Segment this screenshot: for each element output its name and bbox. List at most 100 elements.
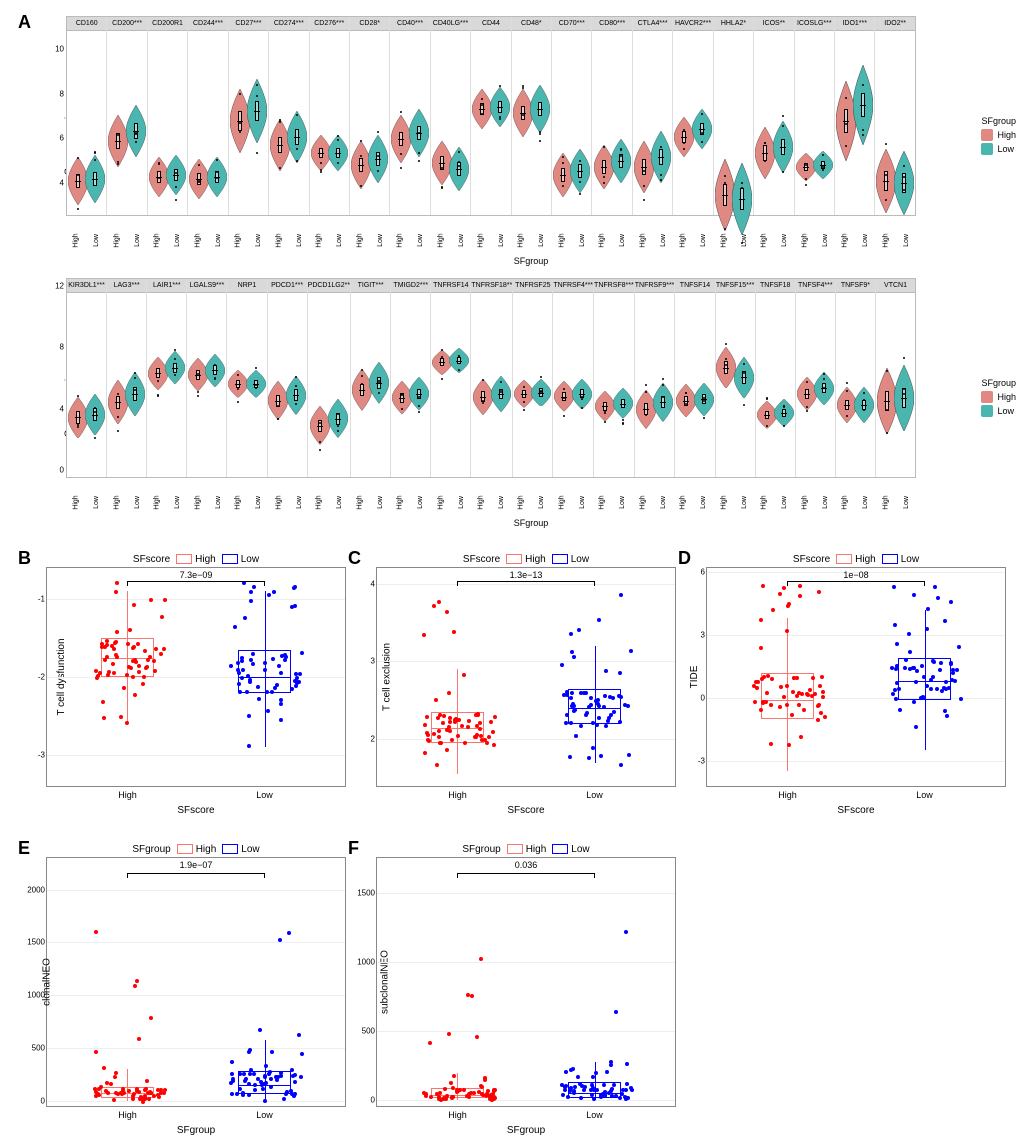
violin-facet-header: TMIGD2*** (391, 279, 430, 293)
violin-yticks-2: 04812 (52, 278, 64, 478)
legend-label-high: High (997, 130, 1016, 140)
violin-facet-header: PDCD1*** (268, 279, 307, 293)
box-panel-F: SFgroupHighLow subclonalNEO050010001500Hi… (376, 844, 676, 1134)
violin-facet: IDO2** (875, 17, 914, 215)
violin-facet-header: TNFRSF4*** (553, 279, 593, 293)
violin-facet-header: LGALS9*** (187, 279, 226, 293)
box-legend: SFscoreHighLow (46, 554, 346, 565)
violin-facet-header: PDCD1LG2** (308, 279, 350, 293)
violin-facet-header: CTLA4*** (633, 17, 672, 31)
violin-plot-area-1: CD160CD200***CD200R1CD244***CD27***CD274… (66, 16, 916, 216)
violin-row-1: Gene expression 46810 CD160CD200***CD200… (46, 16, 1016, 266)
violin-plot-area-2: KIR3DL1***LAG3***LAIR1***LGALS9***NRP1PD… (66, 278, 916, 478)
violin-xlabel-2: SFgroup (514, 518, 549, 528)
box-xlabel: SFscore (706, 805, 1006, 816)
violin-facet-header: CD200*** (107, 17, 146, 31)
violin-facet: TNFRSF8*** (594, 279, 635, 477)
violin-facet-header: TNFSF4*** (796, 279, 835, 293)
violin-row-2: Gene expression 04812 KIR3DL1***LAG3***L… (46, 278, 1016, 528)
violin-facet: CD40*** (390, 17, 430, 215)
box-panel-D: SFscoreHighLowTIDE-3036HighLow1e−08SFsco… (706, 554, 1006, 814)
box-plot-area: clonalNEO0500100015002000HighLow1.9e−07 (46, 857, 346, 1107)
violin-facet-header: IDO1*** (835, 17, 874, 31)
violin-facet-header: CD44 (471, 17, 510, 31)
violin-facet-header: TNFRSF25 (513, 279, 552, 293)
violin-facet-header: TNFSF14 (675, 279, 714, 293)
violin-facet: TNFRSF25 (513, 279, 553, 477)
violin-facet-header: CD40LG*** (431, 17, 470, 31)
violin-facet: TNFSF9* (836, 279, 876, 477)
violin-facet-header: TNFSF9* (836, 279, 875, 293)
violin-facet-header: CD28* (350, 17, 389, 31)
box-plot-area: subclonalNEO050010001500HighLow0.036 (376, 857, 676, 1107)
violin-facet: CD48* (512, 17, 552, 215)
violin-facet: TNFRSF9*** (635, 279, 676, 477)
box-xlabel: SFscore (376, 805, 676, 816)
violin-facet-header: CD27*** (229, 17, 268, 31)
violin-facet: HAVCR2*** (673, 17, 713, 215)
violin-facet: TNFSF14 (675, 279, 715, 477)
legend-title: SFgroup (981, 378, 1016, 388)
legend-swatch-high (981, 129, 993, 141)
legend-item-high: High (981, 129, 1016, 141)
violin-facet: CD274*** (269, 17, 309, 215)
violin-facet-header: LAG3*** (107, 279, 146, 293)
violin-facet: TNFRSF4*** (553, 279, 594, 477)
legend-swatch-high (981, 391, 993, 403)
panel-label-D: D (678, 548, 691, 569)
violin-facet-header: CD70*** (552, 17, 591, 31)
legend-item-low: Low (981, 143, 1016, 155)
box-plot-area: T cell exclusion234HighLow1.3e−13 (376, 567, 676, 787)
violin-facet: CD80*** (592, 17, 632, 215)
violin-facet-header: CD274*** (269, 17, 308, 31)
legend-item-low: Low (981, 405, 1016, 417)
violin-facet: IDO1*** (835, 17, 875, 215)
violin-facet: LAG3*** (107, 279, 147, 477)
violin-facet: CD44 (471, 17, 511, 215)
legend-item-high: High (981, 391, 1016, 403)
violin-facet: NRP1 (227, 279, 267, 477)
panel-label-F: F (348, 838, 359, 859)
panel-label-B: B (18, 548, 31, 569)
violin-facet: LGALS9*** (187, 279, 227, 477)
violin-facet-header: ICOS** (754, 17, 793, 31)
violin-facet: CD70*** (552, 17, 592, 215)
box-xlabel: SFscore (46, 805, 346, 816)
violin-facet: TMIGD2*** (391, 279, 431, 477)
violin-xticks-2: HighLowHighLowHighLowHighLowHighLowHighL… (66, 491, 916, 498)
violin-facet: ICOS** (754, 17, 794, 215)
panel-label-C: C (348, 548, 361, 569)
violin-facet: TIGIT*** (351, 279, 391, 477)
legend-label-high: High (997, 392, 1016, 402)
violin-legend-2: SFgroup High Low (981, 378, 1016, 419)
violin-facet: TNFSF4*** (796, 279, 836, 477)
legend-swatch-low (981, 143, 993, 155)
violin-facet: TNFRSF18** (471, 279, 513, 477)
box-legend: SFgroupHighLow (376, 844, 676, 855)
violin-yticks-1: 46810 (52, 16, 64, 216)
box-panel-C: SFscoreHighLow T cell exclusion234HighLow… (376, 554, 676, 814)
violin-facet-header: CD276*** (310, 17, 349, 31)
violin-facet: KIR3DL1*** (67, 279, 107, 477)
legend-label-low: Low (997, 406, 1014, 416)
violin-facet: CD200*** (107, 17, 147, 215)
box-legend: SFscoreHighLow (376, 554, 676, 565)
box-plot-area: T cell dysfunction-3-2-1HighLow7.3e−09 (46, 567, 346, 787)
violin-xticks-1: HighLowHighLowHighLowHighLowHighLowHighL… (66, 229, 916, 236)
box-legend: SFgroupHighLow (46, 844, 346, 855)
violin-facet-header: CD200R1 (148, 17, 187, 31)
violin-facet-header: TNFRSF18** (471, 279, 512, 293)
violin-facet: PDCD1*** (268, 279, 308, 477)
violin-facet-header: CD160 (67, 17, 106, 31)
violin-facet: CD28* (350, 17, 390, 215)
legend-swatch-low (981, 405, 993, 417)
box-panel-E: SFgroupHighLow clonalNEO0500100015002000H… (46, 844, 346, 1134)
violin-facet: CD160 (67, 17, 107, 215)
violin-facet-header: TNFRSF9*** (635, 279, 675, 293)
violin-facet-header: TNFRSF14 (431, 279, 470, 293)
box-ylabel: subclonalNEO (379, 950, 390, 1014)
box-ylabel: T cell exclusion (382, 643, 393, 711)
box-panel-B: SFscoreHighLow T cell dysfunction-3-2-1Hi… (46, 554, 346, 814)
violin-facet: LAIR1*** (147, 279, 187, 477)
violin-facet-header: TIGIT*** (351, 279, 390, 293)
